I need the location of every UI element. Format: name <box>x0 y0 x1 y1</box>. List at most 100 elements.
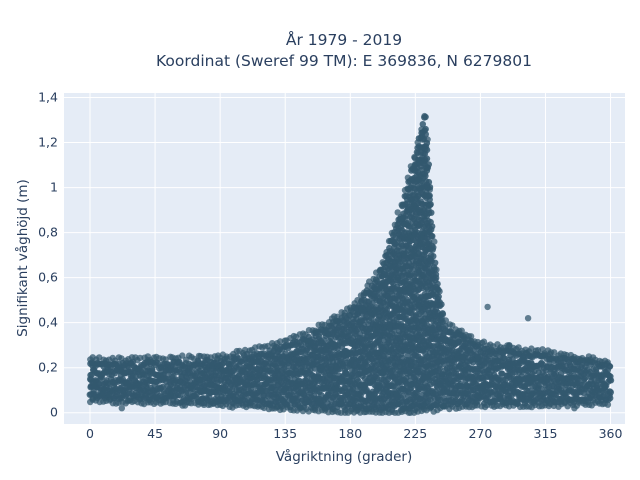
chart-subtitle: Koordinat (Sweref 99 TM): E 369836, N 62… <box>156 52 532 70</box>
y-tick-label: 0,2 <box>38 360 58 375</box>
data-point <box>404 174 412 181</box>
x-tick-label: 315 <box>534 426 558 441</box>
data-point <box>370 275 377 283</box>
data-point <box>422 131 429 138</box>
x-tick-label: 270 <box>468 426 492 441</box>
data-point <box>430 244 437 251</box>
data-point <box>399 392 407 400</box>
data-point <box>404 352 411 359</box>
y-axis-label: Signifikant våghöjd (m) <box>14 179 31 337</box>
data-point <box>442 317 449 324</box>
x-tick-label: 0 <box>86 426 94 441</box>
data-point <box>429 233 436 240</box>
data-point <box>430 253 437 260</box>
x-tick-labels: 0 45 90 135 180 225 270 315 360 <box>86 426 622 441</box>
y-tick-label: 1,4 <box>38 90 58 105</box>
data-point <box>585 353 593 360</box>
y-tick-label: 0,6 <box>38 270 58 285</box>
data-point <box>467 333 475 340</box>
data-point <box>411 153 418 161</box>
y-tick-label: 1 <box>50 180 58 195</box>
data-point <box>394 209 401 216</box>
y-tick-label: 0 <box>50 405 58 420</box>
data-point <box>144 353 152 360</box>
data-point <box>401 186 409 194</box>
x-tick-label: 225 <box>403 426 427 441</box>
data-point <box>571 405 578 412</box>
data-point <box>354 297 361 304</box>
data-point <box>433 266 440 273</box>
y-tick-label: 0,4 <box>38 315 58 330</box>
data-point <box>303 337 311 344</box>
data-point <box>607 394 614 402</box>
data-point <box>414 139 421 146</box>
data-point <box>118 405 126 412</box>
data-point <box>369 300 376 307</box>
data-point <box>334 313 341 320</box>
data-point <box>377 266 384 273</box>
data-point <box>426 186 433 193</box>
data-point <box>379 259 386 266</box>
data-point <box>432 259 439 266</box>
data-point <box>179 352 186 359</box>
data-point <box>429 223 436 230</box>
x-tick-label: 180 <box>338 426 362 441</box>
x-tick-label: 360 <box>599 426 623 441</box>
x-tick-label: 45 <box>147 426 163 441</box>
data-point <box>458 327 465 334</box>
data-point <box>374 293 381 300</box>
data-point <box>191 355 198 363</box>
data-point <box>302 331 309 338</box>
data-point <box>431 238 438 245</box>
data-point <box>426 192 433 199</box>
data-point <box>604 359 611 366</box>
data-point <box>260 404 268 412</box>
data-point <box>607 373 614 380</box>
data-point <box>435 293 442 300</box>
data-point <box>388 229 396 237</box>
data-point <box>524 315 532 322</box>
data-point <box>419 121 426 128</box>
data-point <box>277 338 284 345</box>
data-point <box>546 351 553 358</box>
data-point <box>425 161 432 168</box>
data-point <box>391 221 399 228</box>
data-point <box>214 355 221 362</box>
y-tick-label: 1,2 <box>38 135 58 150</box>
data-point <box>418 126 425 133</box>
data-point <box>347 304 354 311</box>
y-tick-label: 0,8 <box>38 225 58 240</box>
y-tick-labels: 0 0,2 0,4 0,6 0,8 1 1,2 1,4 <box>38 90 58 420</box>
data-points <box>86 112 615 416</box>
data-point <box>422 172 429 180</box>
data-point <box>398 201 405 208</box>
data-point <box>432 271 440 278</box>
data-point <box>162 356 169 363</box>
chart-title: År 1979 - 2019 <box>286 30 402 49</box>
data-point <box>385 237 393 245</box>
data-point <box>427 201 434 208</box>
data-point <box>506 342 513 349</box>
data-point <box>438 301 445 308</box>
data-point <box>424 136 431 143</box>
data-point <box>383 248 390 256</box>
data-point <box>607 389 614 396</box>
data-point <box>484 303 491 311</box>
data-point <box>434 280 441 288</box>
data-point <box>200 401 208 408</box>
data-point <box>604 401 612 408</box>
x-axis-label: Vågriktning (grader) <box>276 448 413 465</box>
data-point <box>407 163 415 170</box>
data-point <box>312 327 319 334</box>
data-point <box>425 178 433 186</box>
data-point <box>436 288 443 295</box>
data-point <box>361 289 368 296</box>
data-point <box>136 354 144 362</box>
data-point <box>421 112 428 120</box>
data-point <box>439 311 447 318</box>
data-point <box>483 401 491 409</box>
data-point <box>423 155 431 162</box>
data-point <box>459 337 467 344</box>
x-tick-label: 90 <box>212 426 228 441</box>
